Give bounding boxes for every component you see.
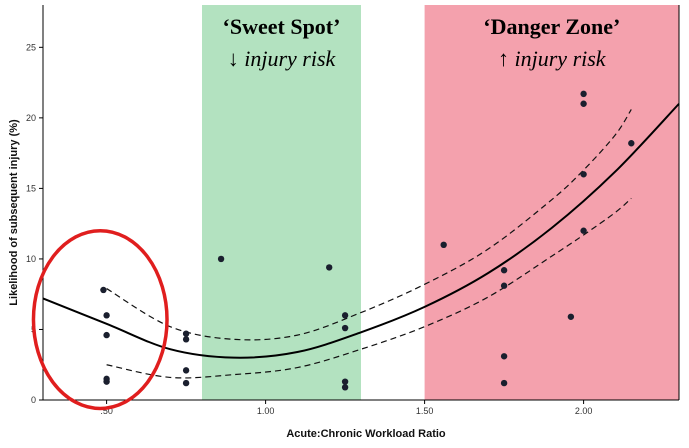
zones-layer bbox=[202, 5, 679, 400]
annotation-layer bbox=[31, 228, 169, 411]
data-point bbox=[567, 313, 575, 320]
x-tick-label: 1.50 bbox=[416, 406, 434, 416]
sweet-spot-arrow: ↓ bbox=[228, 46, 239, 71]
data-point bbox=[182, 379, 190, 387]
curves-layer bbox=[42, 103, 680, 379]
x-tick-label: .50 bbox=[100, 406, 113, 416]
data-point bbox=[580, 90, 587, 98]
y-tick-label: 25 bbox=[26, 42, 36, 52]
data-point bbox=[182, 336, 190, 343]
danger-zone-subtitle-text: injury risk bbox=[509, 46, 607, 71]
danger-zone-arrow: ↑ bbox=[498, 46, 509, 71]
data-point bbox=[341, 378, 349, 385]
y-tick-label: 15 bbox=[26, 183, 36, 193]
data-point bbox=[103, 378, 110, 385]
x-axis-title: Acute:Chronic Workload Ratio bbox=[286, 428, 446, 440]
data-point bbox=[103, 331, 110, 339]
data-point bbox=[341, 312, 349, 319]
lower-confidence-band bbox=[106, 197, 632, 379]
data-point bbox=[341, 384, 349, 391]
data-point bbox=[100, 286, 107, 294]
x-tick-label: 1.00 bbox=[257, 406, 275, 416]
data-point bbox=[580, 100, 587, 107]
sweet-spot-band bbox=[202, 5, 361, 400]
data-point bbox=[341, 324, 349, 332]
data-point bbox=[440, 241, 447, 249]
fit-curve bbox=[42, 103, 680, 359]
danger-zone-title: ‘Danger Zone’ bbox=[483, 14, 620, 39]
data-point bbox=[500, 379, 508, 387]
data-point bbox=[580, 171, 587, 178]
sweet-spot-subtitle-text: injury risk bbox=[239, 46, 337, 71]
points-layer bbox=[100, 90, 635, 391]
zone-labels-layer: ‘Sweet Spot’ ↓ injury risk ‘Danger Zone’ ↑ … bbox=[223, 14, 621, 71]
axes-layer bbox=[42, 5, 680, 401]
data-point bbox=[182, 330, 190, 337]
sweet-spot-title: ‘Sweet Spot’ bbox=[223, 14, 341, 39]
data-point bbox=[217, 255, 225, 263]
data-point bbox=[182, 367, 190, 374]
data-point bbox=[326, 264, 333, 271]
red-circle-annotation bbox=[31, 228, 169, 411]
y-axis-title: Likelihood of subsequent injury (%) bbox=[8, 119, 20, 306]
y-tick-label: 20 bbox=[26, 113, 36, 123]
x-tick-label: 2.00 bbox=[575, 406, 593, 416]
data-point bbox=[500, 267, 508, 274]
danger-zone-band bbox=[424, 5, 679, 400]
y-tick-label: 0 bbox=[31, 395, 36, 405]
danger-zone-subtitle: ↑ injury risk bbox=[498, 46, 607, 71]
data-point bbox=[103, 312, 110, 319]
data-point bbox=[500, 353, 508, 360]
data-point bbox=[500, 282, 508, 289]
data-point bbox=[580, 227, 587, 234]
upper-confidence-band bbox=[106, 109, 632, 341]
sweet-spot-subtitle: ↓ injury risk bbox=[228, 46, 337, 71]
y-tick-label: 10 bbox=[26, 254, 36, 264]
data-point bbox=[628, 140, 635, 147]
